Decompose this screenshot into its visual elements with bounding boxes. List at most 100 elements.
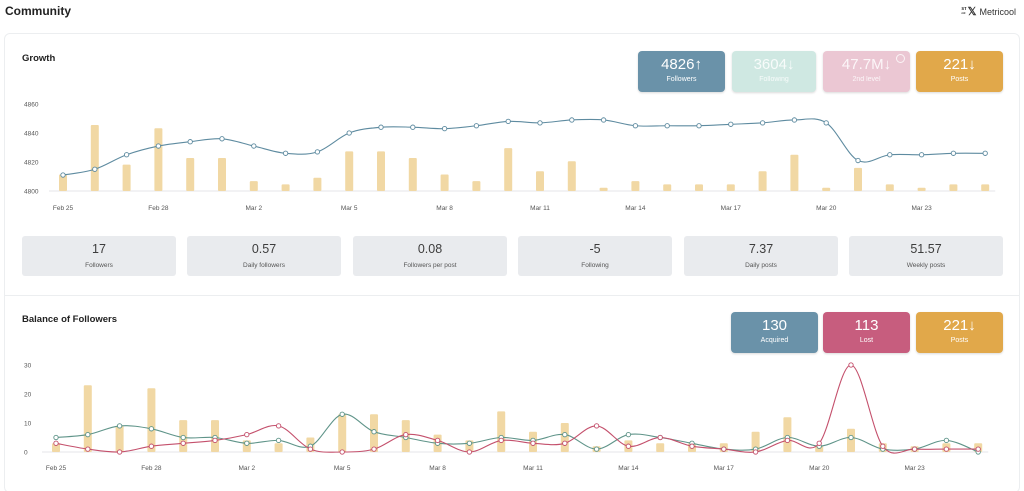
lost-point — [625, 443, 632, 449]
x-tick-label: Mar 5 — [341, 205, 358, 212]
kpi-balance-posts-label: Posts — [950, 337, 969, 344]
stat-daily-posts: 7.37 Daily posts — [684, 236, 838, 276]
followers-point — [696, 123, 702, 129]
followers-point — [282, 150, 289, 156]
posts-bar — [631, 181, 640, 191]
followers-point — [187, 139, 193, 145]
posts-bar — [847, 428, 855, 452]
x-tick-label: Mar 17 — [721, 205, 742, 212]
growth-title: Growth — [22, 53, 56, 64]
followers-point — [537, 120, 543, 126]
acquired-point — [116, 423, 123, 429]
followers-point — [887, 152, 893, 158]
followers-point — [346, 130, 352, 136]
followers-point — [505, 118, 511, 125]
acquired-point — [466, 440, 473, 446]
lost-point — [816, 440, 822, 446]
lost-point — [689, 443, 695, 449]
kpi-acquired[interactable]: 130 Acquired — [731, 312, 818, 353]
kpi-following[interactable]: 3604↓ Following — [732, 51, 816, 92]
posts-bar — [783, 417, 792, 452]
lost-point — [498, 437, 504, 444]
kpi-balance-posts[interactable]: 221↓ Posts — [916, 312, 1003, 353]
lost-point — [657, 434, 663, 441]
acquired-point — [562, 431, 568, 438]
x-tick-label: Mar 2 — [245, 205, 262, 212]
lost-point — [466, 449, 473, 455]
stat-followers: 17 Followers — [22, 236, 176, 276]
acquired-point — [148, 426, 155, 432]
lost-point — [752, 449, 759, 455]
posts-bar — [536, 171, 544, 191]
followers-point — [664, 123, 670, 129]
lost-point — [911, 446, 918, 452]
x-tick-label: Feb 28 — [141, 465, 162, 472]
x-logo-icon: ѕᴛ ⁿᵒ 𝕏 — [961, 5, 977, 18]
lost-point — [848, 362, 854, 368]
acquired-point — [593, 446, 600, 452]
x-tick-label: Mar 5 — [334, 465, 351, 472]
posts-bar — [345, 151, 354, 191]
acquired-point — [53, 434, 59, 441]
followers-line — [62, 118, 986, 176]
posts-bar — [408, 158, 417, 191]
lost-point — [339, 449, 345, 455]
posts-bar — [122, 164, 131, 191]
posts-bar — [338, 414, 347, 452]
y-tick-label: 0 — [24, 450, 28, 457]
followers-point — [791, 117, 798, 123]
posts-bar — [186, 158, 195, 191]
followers-point — [92, 166, 98, 172]
x-tick-label: Mar 23 — [911, 205, 932, 212]
posts-bar — [949, 184, 958, 191]
lost-point — [562, 440, 568, 446]
lost-point — [784, 437, 791, 444]
x-tick-label: Mar 20 — [816, 205, 837, 212]
posts-bar — [115, 425, 124, 452]
brand[interactable]: ѕᴛ ⁿᵒ 𝕏 Metricool — [961, 5, 1016, 18]
acquired-line — [55, 413, 979, 453]
x-tick-label: Mar 2 — [238, 465, 255, 472]
kpi-followers-value: 4826↑ — [661, 56, 702, 73]
lost-point — [148, 443, 155, 449]
balance-title: Balance of Followers — [22, 314, 118, 325]
kpi-posts-value: 221↓ — [943, 56, 976, 73]
info-icon[interactable] — [896, 54, 905, 63]
kpi-followers[interactable]: 4826↑ Followers — [638, 51, 725, 92]
followers-point — [600, 117, 607, 123]
y-tick-label: 4800 — [24, 189, 39, 196]
followers-point — [918, 152, 925, 158]
lost-point — [434, 437, 441, 444]
followers-point — [569, 117, 575, 123]
lost-point — [403, 431, 409, 438]
kpi-posts[interactable]: 221↓ Posts — [916, 51, 1003, 92]
acquired-point — [371, 429, 377, 435]
kpi-second-level-value: 47.7M↓ — [841, 56, 892, 73]
followers-point — [855, 157, 861, 164]
posts-bar — [497, 411, 506, 452]
posts-bar — [656, 443, 665, 452]
x-tick-label: Mar 20 — [809, 465, 830, 472]
posts-bar — [249, 181, 258, 191]
lost-point — [721, 446, 727, 452]
posts-bar — [440, 174, 449, 191]
acquired-point — [625, 431, 632, 438]
posts-bar — [147, 388, 156, 452]
posts-bar — [854, 167, 862, 191]
kpi-second-level[interactable]: 47.7M↓ 2nd level — [823, 51, 910, 92]
lost-point — [975, 446, 981, 452]
lost-point — [244, 431, 250, 438]
growth-chart[interactable]: 4800 4820 4840 4860 Feb 25 Feb 28 Mar 2 Mar 5 Ma… — [0, 0, 1024, 230]
posts-bar — [751, 431, 760, 452]
followers-point — [410, 124, 416, 130]
posts-bar — [885, 184, 894, 191]
lost-point — [307, 446, 314, 452]
kpi-lost[interactable]: 113 Lost — [823, 312, 910, 353]
lost-point — [180, 440, 186, 446]
followers-point — [982, 150, 988, 156]
followers-point — [123, 152, 130, 158]
stat-daily-followers: 0.57 Daily followers — [187, 236, 341, 276]
posts-bar — [52, 443, 60, 452]
kpi-followers-label: Followers — [666, 76, 697, 83]
